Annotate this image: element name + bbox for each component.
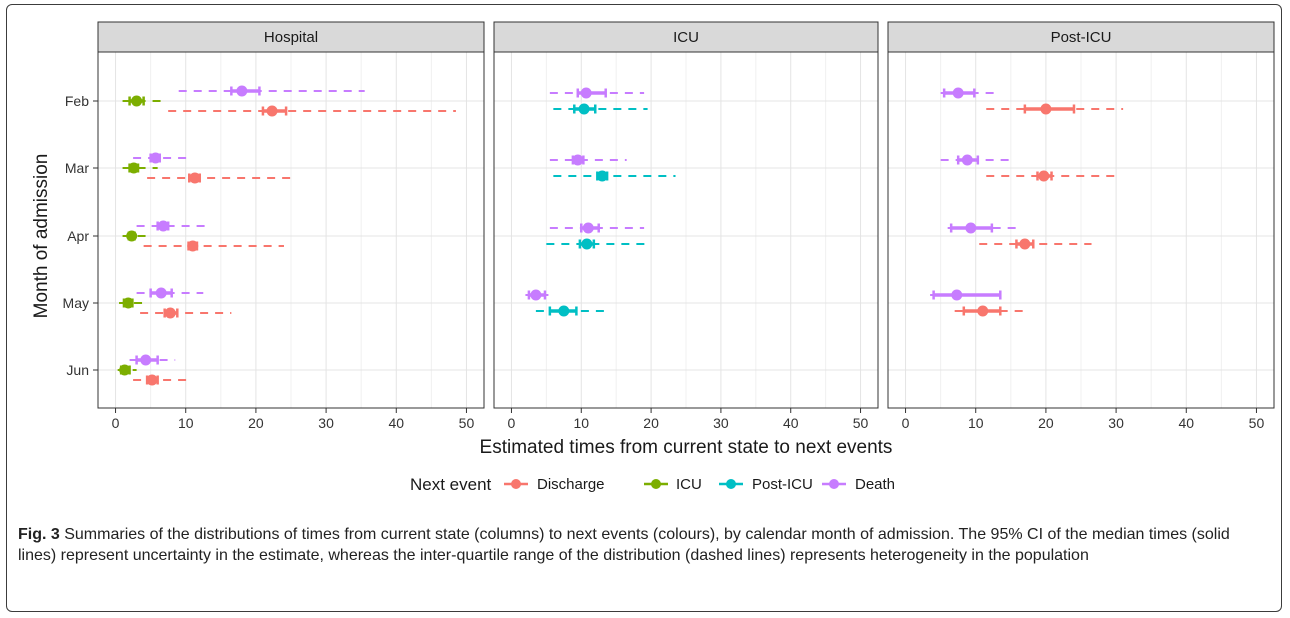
y-tick-label-may: May	[63, 295, 89, 311]
median-point	[965, 222, 977, 234]
median-point	[572, 154, 584, 166]
legend-label-discharge: Discharge	[537, 476, 605, 493]
x-tick-label: 50	[1249, 415, 1265, 431]
legend-key-point	[726, 479, 736, 489]
y-tick-label-jun: Jun	[66, 362, 89, 378]
x-tick-label: 20	[643, 415, 659, 431]
median-point	[530, 289, 542, 301]
x-tick-label: 10	[968, 415, 984, 431]
x-tick-label: 30	[318, 415, 334, 431]
y-tick-label-feb: Feb	[65, 93, 89, 109]
x-tick-label: 0	[112, 415, 120, 431]
x-tick-label: 0	[902, 415, 910, 431]
caption-label: Fig. 3	[18, 526, 60, 543]
median-point	[189, 172, 201, 184]
median-point	[952, 87, 964, 99]
median-point	[582, 222, 594, 234]
legend-label-icu: ICU	[676, 476, 702, 493]
legend-key-point	[829, 479, 839, 489]
y-axis-title: Month of admission	[31, 154, 52, 319]
figure-frame	[6, 4, 1282, 612]
median-point	[164, 307, 176, 319]
median-point	[157, 220, 169, 232]
median-point	[581, 238, 593, 250]
median-point	[128, 162, 140, 174]
facet-strip	[887, 21, 1275, 53]
median-point	[131, 95, 143, 107]
median-point	[146, 374, 158, 386]
median-point	[961, 154, 973, 166]
panel-border	[493, 51, 879, 409]
median-point	[150, 152, 162, 164]
caption-text: Summaries of the distributions of times …	[18, 526, 1230, 564]
x-tick-label: 50	[853, 415, 869, 431]
median-point	[126, 230, 138, 242]
panel-border	[887, 51, 1275, 409]
faceted-interval-chart: Hospital 0 10 20 30 40 50 ICU 0 10 20 30 40 50 Post-IC…	[31, 21, 1275, 494]
legend-label-death: Death	[855, 476, 895, 493]
median-point	[236, 85, 248, 97]
x-tick-label: 40	[1178, 415, 1194, 431]
x-tick-label: 10	[178, 415, 194, 431]
median-point	[1040, 103, 1052, 115]
legend-key-point	[511, 479, 521, 489]
median-point	[119, 364, 131, 376]
x-axis-title: Estimated times from current state to ne…	[480, 437, 893, 458]
median-point	[1038, 170, 1050, 182]
x-tick-label: 40	[783, 415, 799, 431]
x-tick-label: 10	[573, 415, 589, 431]
facet-title-icu: ICU	[673, 29, 699, 46]
x-tick-label: 30	[1108, 415, 1124, 431]
legend-label-post-icu: Post-ICU	[752, 476, 813, 493]
median-point	[578, 103, 590, 115]
facet-title-hospital: Hospital	[264, 29, 318, 46]
legend-title: Next event	[410, 475, 492, 494]
x-tick-label: 50	[459, 415, 475, 431]
x-tick-label: 40	[388, 415, 404, 431]
x-tick-label: 20	[248, 415, 264, 431]
median-point	[266, 105, 278, 117]
median-point	[187, 240, 199, 252]
facet-title-post-icu: Post-ICU	[1051, 29, 1112, 46]
y-tick-label-mar: Mar	[65, 160, 89, 176]
median-point	[977, 305, 989, 317]
x-tick-label: 0	[508, 415, 516, 431]
median-point	[558, 305, 570, 317]
median-point	[596, 170, 608, 182]
y-tick-label-apr: Apr	[67, 228, 89, 244]
figure-caption: Fig. 3 Summaries of the distributions of…	[18, 524, 1263, 566]
median-point	[1019, 238, 1031, 250]
facet-strip	[493, 21, 879, 53]
median-point	[122, 297, 134, 309]
median-point	[155, 287, 167, 299]
median-point	[580, 87, 592, 99]
panel-border	[97, 51, 485, 409]
median-point	[951, 289, 963, 301]
x-tick-label: 20	[1038, 415, 1054, 431]
median-point	[140, 354, 152, 366]
x-tick-label: 30	[713, 415, 729, 431]
legend-key-point	[651, 479, 661, 489]
